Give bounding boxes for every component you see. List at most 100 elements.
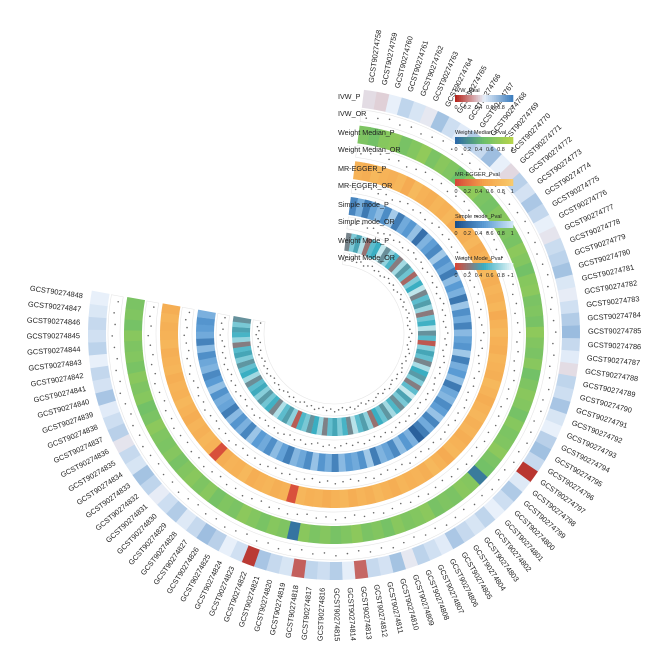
heatmap-cell: [386, 477, 402, 498]
legend-tick: 0.8: [497, 147, 505, 153]
heatmap-cell: [229, 412, 248, 430]
or-point: [405, 420, 407, 422]
legend-gradient-swatch: [497, 137, 500, 144]
heatmap-cell: [88, 316, 107, 331]
or-point: [373, 477, 375, 480]
or-point: [361, 223, 364, 225]
heatmap-cell: [391, 259, 408, 276]
category-label: GCST90274786: [588, 340, 642, 351]
legend-gradient-swatch: [478, 95, 481, 102]
legend-title: Weight Mode_Pval: [455, 256, 502, 262]
legend-gradient-swatch: [455, 221, 458, 228]
or-point: [406, 324, 409, 327]
heatmap-cell: [480, 145, 503, 168]
or-point: [553, 354, 555, 356]
heatmap-cell: [295, 449, 308, 469]
or-point: [329, 408, 332, 410]
or-point: [473, 377, 476, 380]
heatmap-cell: [326, 417, 333, 436]
legend-gradient-swatch: [464, 221, 467, 228]
heatmap-cell: [370, 520, 385, 541]
heatmap-cell: [349, 415, 359, 435]
category-label: GCST90274845: [27, 331, 80, 340]
or-point: [450, 246, 453, 248]
or-point: [549, 308, 552, 311]
heatmap-cell: [466, 241, 487, 259]
heatmap-cell: [416, 344, 436, 352]
or-point: [454, 516, 457, 519]
or-point: [149, 344, 152, 347]
legend-tick: 0: [455, 273, 458, 279]
or-point: [111, 335, 114, 337]
heatmap-cell: [441, 159, 461, 181]
heatmap-cell: [464, 513, 486, 536]
legend-gradient-swatch: [503, 137, 506, 144]
heatmap-cell: [459, 472, 480, 493]
or-point: [465, 399, 468, 401]
legend-gradient-swatch: [470, 221, 473, 228]
heatmap-cell: [458, 421, 479, 440]
or-point: [273, 382, 276, 384]
heatmap-cell: [247, 378, 266, 393]
or-point: [303, 478, 306, 480]
or-point: [554, 331, 557, 333]
or-point: [495, 248, 498, 251]
heatmap-cell: [524, 347, 544, 361]
legend-gradient-swatch: [493, 95, 496, 102]
or-point: [202, 465, 205, 468]
or-point: [179, 434, 182, 437]
heatmap-cell: [262, 436, 278, 456]
track-labels: IVW_P IVW_OR Weight Median_P Weight Median_…: [338, 92, 401, 262]
heatmap-cell: [307, 524, 321, 544]
heatmap-cell: [379, 480, 394, 501]
heatmap-cell: [361, 89, 378, 110]
heatmap-cell: [485, 291, 505, 305]
or-point: [534, 241, 536, 244]
legend-tick: 1: [511, 147, 514, 153]
or-point: [113, 312, 115, 314]
legend-tick: 0.6: [486, 189, 494, 195]
heatmap-cell: [498, 424, 520, 443]
or-point: [491, 488, 493, 491]
heatmap-cell: [388, 552, 406, 573]
heatmap-cell: [238, 362, 257, 374]
heatmap-cell: [456, 226, 477, 245]
or-point: [363, 515, 366, 518]
heatmap-cell: [561, 337, 580, 352]
or-point: [514, 312, 516, 315]
or-point: [391, 199, 394, 201]
heatmap-cell: [225, 498, 244, 520]
heatmap-cell: [209, 386, 230, 401]
or-point: [403, 541, 405, 544]
or-point: [420, 133, 422, 135]
or-point: [312, 553, 314, 555]
legend-gradient-swatch: [458, 137, 462, 144]
heatmap-cell: [197, 309, 216, 320]
or-point: [246, 405, 248, 407]
or-point: [424, 171, 427, 174]
heatmap-cell: [341, 561, 356, 580]
legend-tick: 0: [455, 189, 458, 195]
or-point: [494, 424, 497, 427]
heatmap-cell: [352, 234, 363, 254]
or-point: [500, 405, 502, 408]
or-point: [349, 478, 352, 481]
heatmap-cell: [416, 461, 434, 482]
or-point: [223, 345, 226, 348]
heatmap-cell: [136, 399, 158, 417]
heatmap-cell: [160, 330, 179, 341]
heatmap-cell: [453, 342, 472, 352]
heatmap-cell: [367, 127, 382, 148]
or-point: [552, 319, 555, 322]
heatmap-cell: [428, 249, 448, 266]
heatmap-cell: [201, 368, 222, 382]
heatmap-cell: [232, 341, 251, 349]
legend-gradient-swatch: [458, 263, 462, 270]
heatmap-cell: [125, 454, 148, 476]
or-point: [419, 401, 422, 404]
heatmap-cell: [242, 370, 261, 384]
heatmap-cell: [347, 488, 359, 508]
heatmap-cell: [167, 379, 188, 394]
or-point: [260, 500, 263, 502]
or-point: [497, 478, 500, 481]
